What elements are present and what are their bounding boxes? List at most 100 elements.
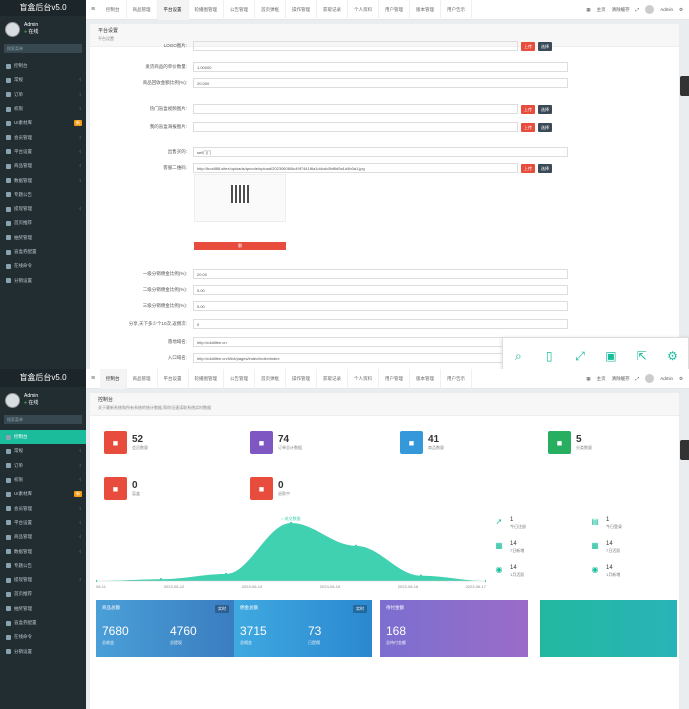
chart-point[interactable] — [96, 579, 98, 583]
sidebar-item[interactable]: 商品管理 ‹ — [0, 159, 86, 173]
menu-search-input[interactable]: 搜索菜单 — [4, 44, 82, 53]
chart-point[interactable] — [224, 572, 228, 576]
sidebar-item[interactable]: 常规 ‹ — [0, 73, 86, 87]
tab-item[interactable]: 个人资料 — [348, 0, 379, 20]
tab-item[interactable]: 控制台 — [100, 368, 127, 389]
avatar[interactable] — [5, 392, 20, 408]
tab-item[interactable]: 商品管理 — [127, 368, 158, 389]
sidebar-item[interactable]: 权限 ‹ — [0, 473, 86, 487]
sidebar-item[interactable]: 会员管理 ‹ — [0, 130, 86, 144]
gear-icon[interactable]: ⚙ — [667, 349, 678, 363]
settings-icon[interactable]: ⚙ — [678, 6, 683, 12]
mobile-icon[interactable]: ▯ — [545, 349, 553, 363]
tab-item[interactable]: 用户管理 — [379, 0, 410, 20]
tab-item[interactable]: 版本管理 — [410, 0, 441, 20]
upload-button[interactable]: 上传 — [521, 163, 535, 173]
sidebar-item[interactable]: 控制台 — [0, 430, 86, 445]
settings-input[interactable]: sell门门 — [193, 147, 568, 157]
sidebar-item[interactable]: 盲盒券配置 — [0, 616, 86, 630]
delete-image-button[interactable]: 删 — [194, 242, 286, 250]
tab-item[interactable]: 公告管理 — [224, 368, 255, 389]
tab-item[interactable]: 获取记录 — [317, 0, 348, 20]
settings-input[interactable]: http://box888.sitex/uploads/qrcode/uploa… — [193, 163, 518, 173]
sidebar-item[interactable]: 盲盒券配置 — [0, 245, 86, 259]
choose-button[interactable]: 选择 — [538, 104, 552, 114]
sidebar-item[interactable]: 权限 ‹ — [0, 102, 86, 116]
settings-input[interactable]: 5.00 — [193, 301, 568, 311]
tab-item[interactable]: 用户告示 — [441, 368, 472, 389]
choose-button[interactable]: 选择 — [538, 41, 552, 51]
tab-item[interactable]: 获取记录 — [317, 368, 348, 389]
sidebar-item[interactable]: 订单 ‹ — [0, 459, 86, 473]
menu-search-input[interactable]: 搜索菜单 — [4, 415, 82, 424]
settings-input[interactable]: 1.00000 — [193, 62, 568, 72]
sidebar-item[interactable]: UI素材库 新 — [0, 487, 86, 501]
chart-point[interactable] — [419, 574, 423, 577]
tab-item[interactable]: 操作管理 — [286, 368, 317, 389]
sidebar-item[interactable]: 首页推荐 — [0, 587, 86, 601]
chart-point[interactable] — [484, 579, 486, 583]
zoom-icon[interactable]: ⌕ — [515, 349, 522, 363]
tab-item[interactable]: 个人资料 — [348, 368, 379, 389]
sidebar-item[interactable]: 数据管理 ‹ — [0, 173, 86, 187]
share-icon[interactable]: ⇱ — [636, 349, 647, 363]
tab-item[interactable]: 版本管理 — [410, 368, 441, 389]
topbar-admin[interactable]: Admin — [660, 376, 673, 381]
chart-point[interactable] — [289, 521, 293, 525]
sidebar-item[interactable]: 首页推荐 — [0, 216, 86, 230]
settings-icon[interactable]: ⚙ — [678, 375, 683, 381]
tab-item[interactable]: 操作管理 — [286, 0, 317, 20]
sidebar-item[interactable]: 控制台 — [0, 59, 86, 73]
home-link[interactable]: 主页 — [596, 375, 606, 381]
upload-button[interactable]: 上传 — [521, 122, 535, 132]
sidebar-item[interactable]: 数据管理 ‹ — [0, 544, 86, 558]
grid-icon[interactable]: ▦ — [586, 375, 591, 381]
chart-legend[interactable]: ○ 成交数据 — [281, 515, 301, 521]
sidebar-item[interactable]: 平台设置 ‹ — [0, 516, 86, 530]
settings-input[interactable] — [193, 41, 518, 51]
choose-button[interactable]: 选择 — [538, 122, 552, 132]
grid-icon[interactable]: ▦ — [586, 6, 591, 12]
topbar-avatar[interactable] — [645, 5, 655, 14]
tab-item[interactable]: 用户告示 — [441, 0, 472, 20]
sidebar-item[interactable]: UI素材库 新 — [0, 116, 86, 130]
save-icon[interactable]: ▣ — [605, 349, 617, 363]
hamburger-icon[interactable]: ≡ — [90, 375, 96, 382]
avatar[interactable] — [5, 21, 20, 37]
sidebar-item[interactable]: 专题公告 — [0, 559, 86, 573]
topbar-avatar[interactable] — [645, 374, 655, 383]
sidebar-item[interactable]: 在线命令 — [0, 259, 86, 273]
tab-item[interactable]: 平台设置 — [157, 0, 189, 20]
sidebar-item[interactable]: 分销设置 — [0, 273, 86, 287]
tab-item[interactable]: 首页弹框 — [255, 0, 286, 20]
expand-icon[interactable]: ⤢ — [575, 349, 585, 363]
side-toggle-tab[interactable] — [680, 76, 689, 96]
sidebar-item[interactable]: 订单 ‹ — [0, 88, 86, 102]
tab-item[interactable]: 首页弹框 — [255, 368, 286, 389]
tab-item[interactable]: 轮播图管理 — [189, 0, 224, 20]
tab-item[interactable]: 公告管理 — [224, 0, 255, 20]
settings-input[interactable]: 5.00 — [193, 285, 568, 295]
home-link[interactable]: 主页 — [596, 6, 606, 12]
sidebar-item[interactable]: 提现管理 ‹ — [0, 202, 86, 216]
tab-item[interactable]: 商品管理 — [127, 0, 158, 20]
sidebar-item[interactable]: 常规 ‹ — [0, 444, 86, 458]
tab-item[interactable]: 轮播图管理 — [189, 368, 224, 389]
sidebar-item[interactable]: 提现管理 ‹ — [0, 573, 86, 587]
settings-input[interactable]: 20.000 — [193, 78, 568, 88]
tab-item[interactable]: 平台设置 — [158, 368, 189, 389]
sidebar-item[interactable]: 抽奖管理 — [0, 231, 86, 245]
sidebar-item[interactable]: 商品管理 ‹ — [0, 530, 86, 544]
upload-button[interactable]: 上传 — [521, 104, 535, 114]
sidebar-item[interactable]: 分销设置 — [0, 644, 86, 658]
chart-point[interactable] — [159, 578, 163, 581]
chart-point[interactable] — [354, 544, 358, 548]
sidebar-item[interactable]: 专题公告 — [0, 188, 86, 202]
upload-button[interactable]: 上传 — [521, 41, 535, 51]
settings-input[interactable] — [193, 104, 518, 114]
clear-cache-button[interactable]: 清除缓存 — [611, 6, 630, 12]
clear-cache-button[interactable]: 清除缓存 — [611, 375, 630, 381]
fullscreen-icon[interactable]: ⤢ — [635, 7, 640, 12]
tab-item[interactable]: 控制台 — [100, 0, 127, 20]
sidebar-item[interactable]: 平台设置 ‹ — [0, 145, 86, 159]
